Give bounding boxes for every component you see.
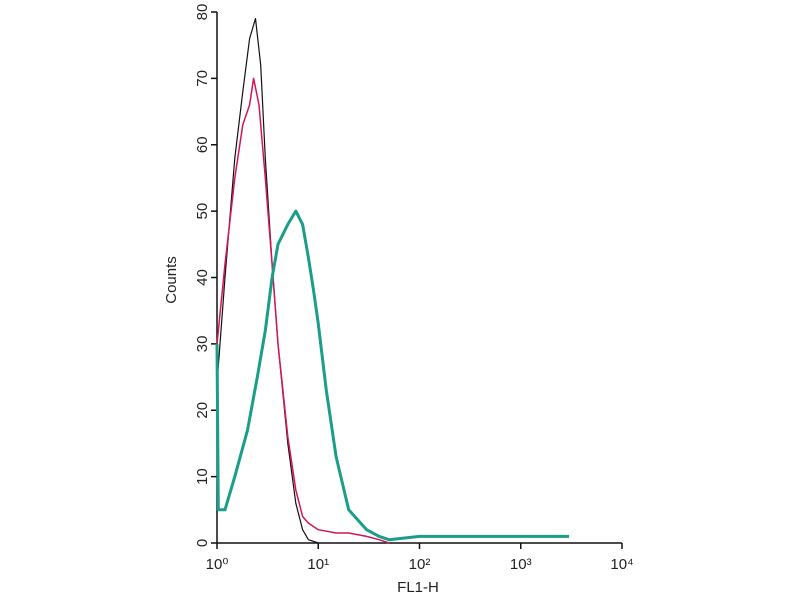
y-tick-label: 0 <box>194 539 211 547</box>
histogram-line <box>216 18 319 544</box>
y-tick-label: 60 <box>194 136 211 153</box>
y-tick-label: 10 <box>194 468 211 485</box>
y-tick-label: 70 <box>194 70 211 87</box>
y-tick-label: 20 <box>194 402 211 419</box>
y-tick-label: 80 <box>194 4 211 21</box>
x-tick-label: 10² <box>409 556 431 573</box>
y-tick-label: 40 <box>194 269 211 286</box>
x-tick-label: 10⁴ <box>610 556 633 573</box>
x-tick-label: 10⁰ <box>206 556 229 573</box>
x-axis-label: FL1-H <box>397 579 439 596</box>
y-axis-label: Counts <box>163 256 180 304</box>
y-tick-label: 30 <box>194 336 211 353</box>
histogram-line <box>216 77 390 544</box>
histogram-line <box>215 209 570 542</box>
x-tick-label: 10³ <box>510 556 532 573</box>
y-tick-label: 50 <box>194 203 211 220</box>
x-tick-label: 10¹ <box>307 556 329 573</box>
